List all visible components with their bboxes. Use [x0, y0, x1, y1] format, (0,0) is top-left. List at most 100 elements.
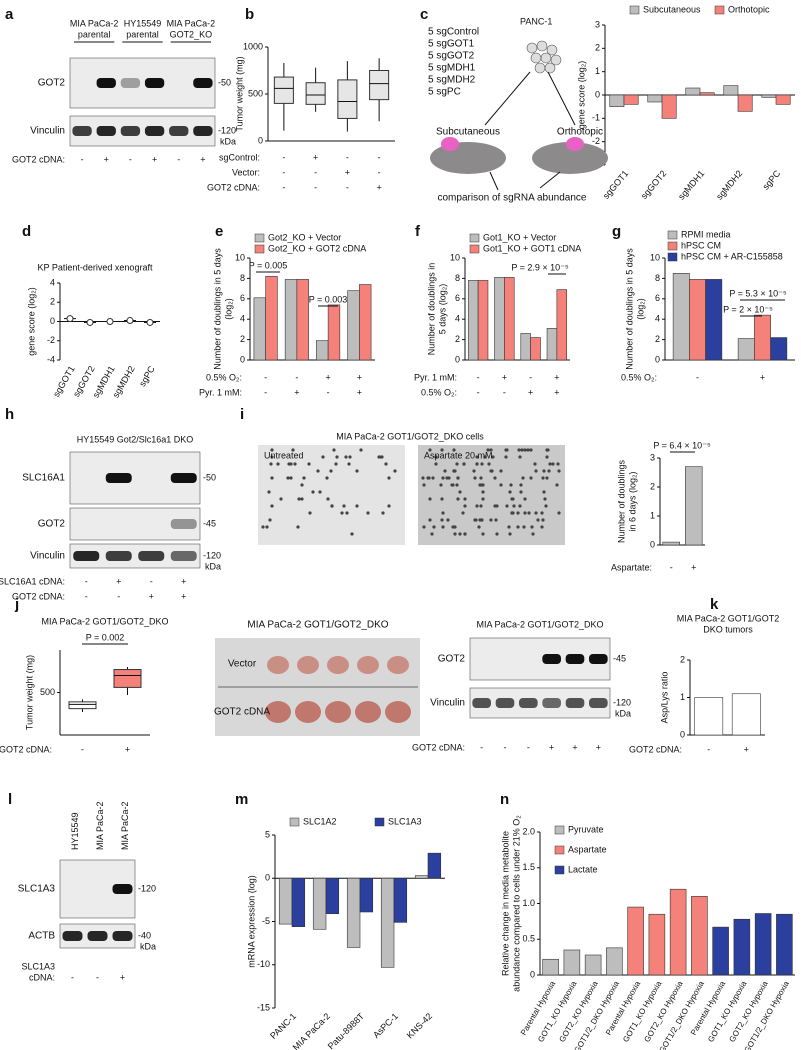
- cell: [422, 483, 426, 487]
- cell: [493, 476, 497, 480]
- cell: [330, 504, 334, 508]
- dot: [106, 318, 114, 325]
- condition-sign: +: [345, 167, 350, 177]
- image-caption: Untreated: [264, 450, 304, 460]
- tumor: [385, 701, 411, 723]
- cell: [455, 462, 459, 466]
- y-tick-label: 1: [595, 66, 600, 76]
- bar: [253, 297, 266, 361]
- legend-swatch: [469, 244, 480, 254]
- bar: [284, 279, 298, 361]
- band: [193, 78, 213, 88]
- cell: [440, 497, 444, 501]
- cell: [434, 462, 438, 466]
- legend-label: Orthotopic: [728, 4, 770, 14]
- x-tick-label: sgGOT2: [639, 168, 669, 200]
- cell: [276, 462, 280, 466]
- condition-sign: -: [503, 387, 506, 397]
- cell: [335, 455, 339, 459]
- dot: [126, 317, 134, 325]
- dot: [66, 315, 74, 323]
- y-tick-label: 10: [450, 252, 460, 262]
- p-value: P = 5.3 × 10⁻⁵: [729, 288, 787, 298]
- p-value: P = 0.003: [309, 294, 348, 304]
- y-tick-label: 2: [240, 334, 245, 344]
- x-tick-label: PANC-1: [268, 1011, 298, 1041]
- legend-swatch: [469, 233, 480, 243]
- blot-frame: [69, 115, 216, 147]
- cell: [443, 469, 447, 473]
- condition-sign: +: [294, 387, 299, 397]
- band: [120, 78, 141, 88]
- cell: [432, 525, 436, 529]
- panel-letter: a: [5, 6, 14, 23]
- y-tick-label: 0: [240, 354, 245, 364]
- cdna-label: GOT2 cDNA:: [12, 154, 65, 164]
- cell: [463, 532, 467, 536]
- cell: [453, 532, 457, 536]
- bar: [542, 958, 559, 976]
- cell: [505, 504, 509, 508]
- cell: [348, 455, 352, 459]
- cell: [550, 54, 562, 66]
- bar: [427, 852, 442, 879]
- bar: [346, 877, 361, 948]
- cdna-label: GOT2 cDNA:: [12, 591, 65, 601]
- condition-sign: -: [477, 387, 480, 397]
- band: [565, 698, 585, 708]
- bar: [661, 94, 677, 119]
- cell: [270, 455, 274, 459]
- cell: [499, 469, 503, 473]
- x-tick-label: sgGOT1: [601, 168, 631, 200]
- y-tick-label: 6: [240, 293, 245, 303]
- cell: [479, 518, 483, 522]
- panel-letter: b: [245, 6, 254, 23]
- condition-sign: -: [282, 182, 285, 192]
- cell: [428, 448, 432, 452]
- cell: [291, 448, 295, 452]
- y-axis-label: Tumor weight (mg): [234, 56, 244, 131]
- cell: [505, 448, 509, 452]
- legend-label: Got2_KO + Vector: [268, 232, 341, 242]
- cdna-sign: +: [549, 742, 554, 752]
- lane-label: MIA PaCa-2: [167, 18, 216, 28]
- condition-label: 0.5% O₂:: [621, 372, 657, 382]
- arrow: [539, 171, 561, 189]
- p-value: P = 0.002: [86, 632, 125, 642]
- band: [105, 551, 132, 561]
- x-tick-label: GOT2_KO Hypoxia: [727, 979, 770, 1044]
- cell: [326, 497, 330, 501]
- y-axis-label: Number of doublings in 5 days: [624, 248, 634, 370]
- y-tick-label: 0: [50, 316, 55, 326]
- condition-sign: -: [314, 167, 317, 177]
- bar: [530, 337, 541, 361]
- condition-label: GOT2 cDNA:: [629, 744, 682, 754]
- cell: [523, 511, 527, 515]
- legend-swatch: [374, 817, 385, 827]
- cell: [318, 490, 322, 494]
- cell: [499, 483, 503, 487]
- cell: [325, 476, 329, 480]
- y-tick-label: 1000: [243, 41, 263, 51]
- mw-marker: -45: [203, 518, 216, 528]
- cell: [268, 518, 272, 522]
- cell: [507, 525, 511, 529]
- cell: [536, 518, 540, 522]
- bar: [685, 87, 701, 96]
- cdna-sign: -: [527, 742, 530, 752]
- bar: [754, 314, 771, 361]
- y-tick-label: 8: [240, 273, 245, 283]
- cell: [479, 476, 483, 480]
- bar: [648, 913, 666, 976]
- mouse: [532, 142, 608, 174]
- y-tick-label: 2.0: [522, 826, 535, 836]
- y-tick-label: 5: [265, 829, 270, 839]
- tumor: [357, 656, 379, 674]
- bar: [775, 94, 791, 105]
- cell: [526, 448, 530, 452]
- cell: [516, 525, 520, 529]
- y-tick-label: -15: [257, 1002, 270, 1012]
- cdna-sign: -: [177, 154, 180, 164]
- y-axis-label: (log₂): [223, 298, 233, 320]
- cell: [307, 462, 311, 466]
